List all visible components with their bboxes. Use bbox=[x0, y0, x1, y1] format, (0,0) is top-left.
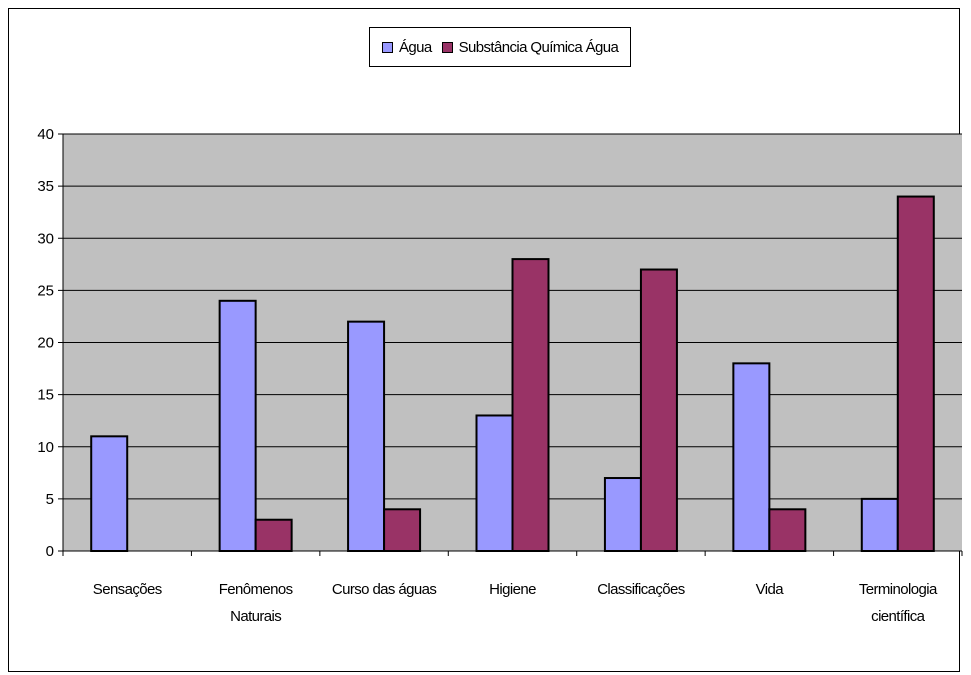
x-tick-label: Terminologia bbox=[859, 581, 938, 598]
legend-item-agua: Água bbox=[382, 39, 432, 56]
bar-agua bbox=[218, 299, 257, 552]
x-tick-label: Vida bbox=[756, 581, 785, 598]
bar-substancia bbox=[639, 268, 678, 552]
x-tick-label: Naturais bbox=[230, 608, 281, 625]
legend-item-substancia: Substância Química Água bbox=[441, 38, 619, 56]
bar-agua bbox=[603, 477, 642, 552]
legend-swatch-agua bbox=[382, 41, 393, 53]
x-tick-label: científica bbox=[871, 608, 925, 625]
legend-label-agua: Água bbox=[399, 38, 432, 56]
y-tick-label: 10 bbox=[37, 439, 54, 456]
bar-agua bbox=[860, 497, 899, 552]
chart-legend: Água Substância Química Água bbox=[369, 27, 632, 67]
y-tick-label: 35 bbox=[37, 178, 54, 195]
bar-substancia bbox=[896, 195, 935, 553]
y-tick-label: 25 bbox=[37, 282, 54, 299]
bar-substancia bbox=[383, 508, 422, 552]
x-tick-label: Classificações bbox=[597, 581, 685, 598]
bar-agua bbox=[90, 435, 129, 553]
x-tick-label: Higiene bbox=[489, 581, 536, 598]
x-tick-label: Curso das águas bbox=[332, 581, 437, 598]
y-tick-label: 15 bbox=[37, 387, 54, 404]
y-tick-label: 5 bbox=[46, 491, 54, 508]
legend-swatch-substancia bbox=[441, 41, 453, 53]
bar-substancia bbox=[254, 518, 293, 552]
y-tick-label: 30 bbox=[37, 230, 54, 247]
legend-label-substancia: Substância Química Água bbox=[458, 38, 619, 56]
y-tick-label: 0 bbox=[46, 543, 54, 560]
y-tick-label: 20 bbox=[37, 335, 54, 352]
bar-agua bbox=[732, 362, 771, 552]
y-tick-label: 40 bbox=[37, 126, 54, 143]
x-tick-label: Fenômenos bbox=[219, 581, 293, 598]
x-tick-label: Sensações bbox=[93, 581, 162, 598]
bar-agua bbox=[347, 320, 386, 552]
bar-substancia bbox=[511, 258, 550, 552]
bar-substancia bbox=[768, 508, 807, 552]
bar-agua bbox=[475, 414, 514, 552]
